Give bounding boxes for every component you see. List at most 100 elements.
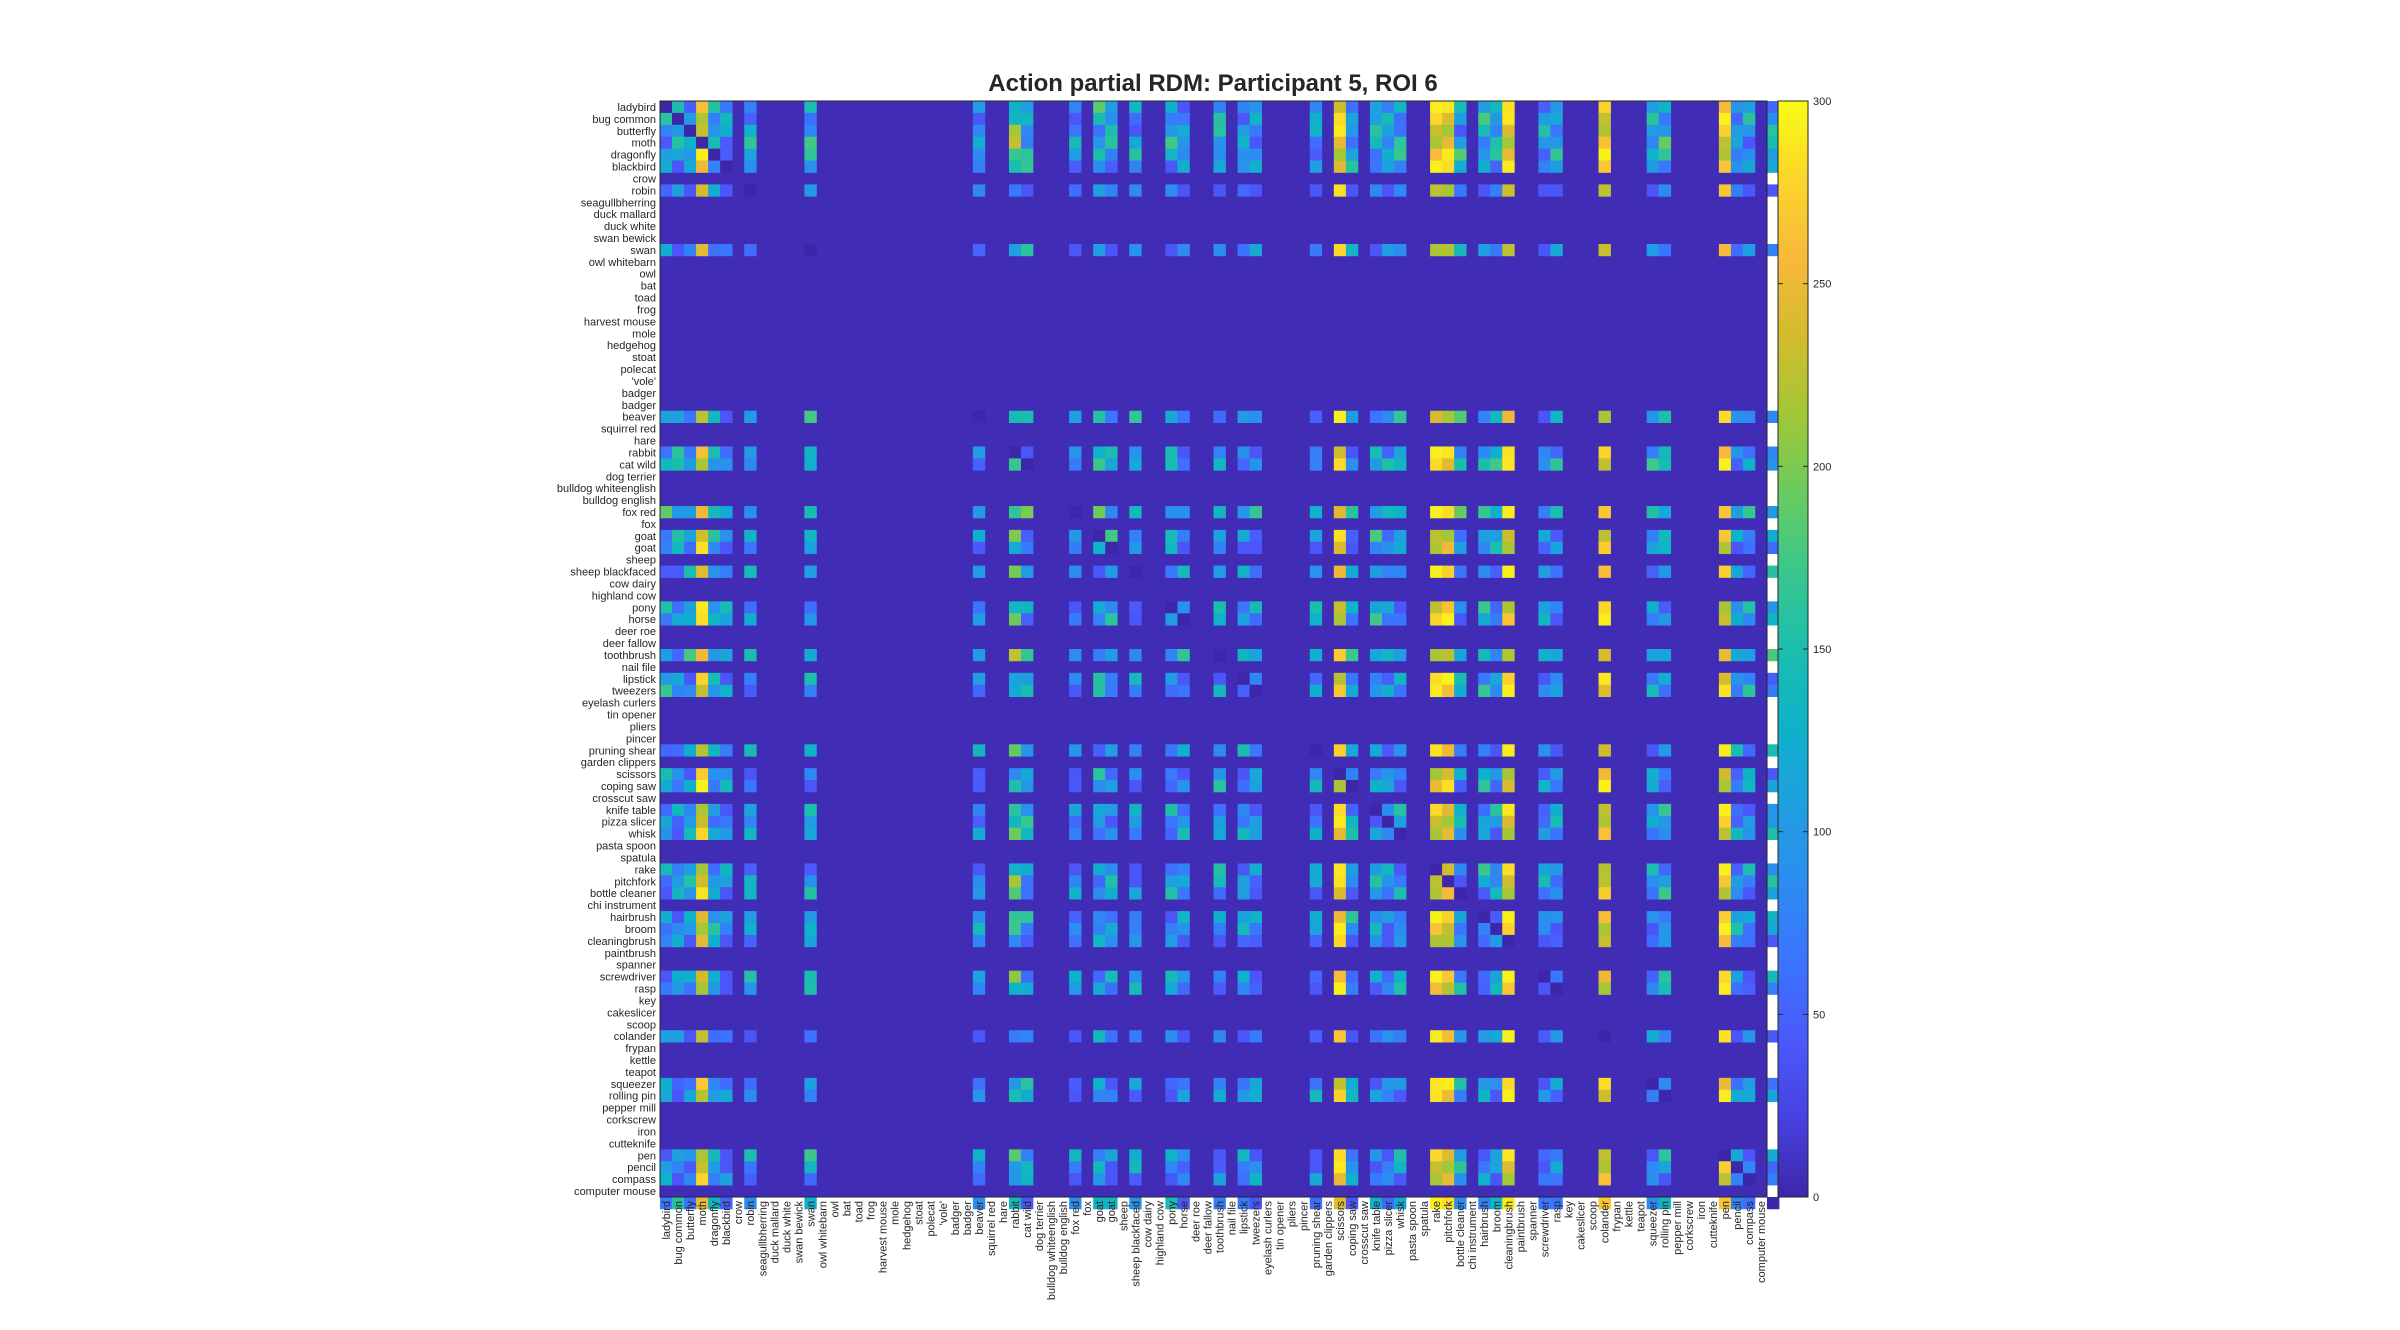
heatmap-cell (1742, 1173, 1756, 1186)
heatmap-cell (1718, 446, 1732, 459)
heatmap-cell (1454, 863, 1467, 876)
heatmap-cell (1369, 970, 1383, 983)
heatmap-cell (804, 934, 817, 948)
column-label: crow (733, 1201, 745, 1224)
heatmap-cell (1393, 124, 1407, 138)
column-label: knife table (1371, 1201, 1383, 1251)
heatmap-cell (972, 887, 986, 900)
heatmap-cell (1742, 934, 1756, 948)
heatmap-cell (672, 672, 685, 686)
heatmap-cell (1165, 911, 1178, 924)
heatmap-cell (1538, 1173, 1551, 1186)
heatmap-cell (1502, 565, 1515, 578)
heatmap-cell (1129, 160, 1142, 173)
heatmap-cell (1718, 1030, 1732, 1043)
heatmap-cell (1538, 565, 1551, 578)
heatmap-cell (1478, 458, 1491, 471)
heatmap-cell (672, 923, 685, 936)
heatmap-cell (1309, 184, 1323, 197)
heatmap-cell (1237, 768, 1250, 781)
heatmap-cell (1105, 863, 1118, 876)
heatmap-cell (1454, 565, 1467, 578)
heatmap-cell (1478, 1161, 1491, 1174)
heatmap-cell (1550, 815, 1563, 829)
heatmap-cell (1478, 410, 1491, 423)
heatmap-cell (1165, 684, 1178, 697)
heatmap-cell (1177, 923, 1190, 936)
heatmap-cell (1550, 672, 1563, 686)
heatmap-cell (720, 446, 733, 459)
heatmap-cell (1333, 827, 1347, 840)
heatmap-cell (1454, 803, 1467, 817)
heatmap-cell (972, 410, 986, 423)
heatmap-cell (1333, 863, 1347, 876)
heatmap-cell (1598, 136, 1611, 149)
heatmap-cell (1742, 112, 1756, 126)
column-label: moth (697, 1201, 709, 1225)
heatmap-cell (972, 744, 986, 757)
row-label: seagullbherring (581, 197, 656, 209)
heatmap-cell (1502, 124, 1515, 138)
heatmap-cell (1249, 1161, 1262, 1174)
heatmap-cell (1598, 672, 1611, 686)
heatmap-cell (1165, 458, 1178, 471)
heatmap-cell (1430, 529, 1443, 543)
heatmap-cell (684, 911, 697, 924)
heatmap-cell (1008, 1197, 1022, 1210)
heatmap-cell (1393, 780, 1407, 793)
heatmap-cell (1093, 565, 1106, 578)
row-label: chi instrument (588, 900, 656, 912)
heatmap-cell (1345, 1077, 1359, 1091)
heatmap-cell (1598, 803, 1611, 817)
heatmap-cell (1381, 541, 1395, 555)
heatmap-cell (1177, 565, 1190, 578)
heatmap-cell (1490, 982, 1503, 995)
column-label: coping saw (1347, 1201, 1359, 1256)
heatmap-cell (1069, 1089, 1082, 1103)
heatmap-cell (720, 815, 733, 829)
column-label: squirrel red (986, 1201, 998, 1256)
heatmap-cell (1213, 601, 1226, 614)
heatmap-cell (720, 970, 733, 983)
heatmap-cell (1008, 446, 1022, 459)
heatmap-cell (1165, 887, 1178, 900)
heatmap-cell (1658, 1149, 1672, 1162)
heatmap-cell (1381, 970, 1395, 983)
heatmap-cell (1020, 803, 1034, 817)
row-label: owl whitebarn (589, 257, 656, 269)
heatmap-cell (1213, 827, 1226, 840)
heatmap-cell (1129, 124, 1142, 138)
heatmap-cell (1598, 529, 1611, 543)
heatmap-cell (1767, 101, 1780, 114)
row-label: hairbrush (610, 912, 656, 924)
heatmap-cell (1237, 184, 1250, 197)
heatmap-cell (1381, 863, 1395, 876)
heatmap-cell (1369, 148, 1383, 161)
heatmap-cell (1646, 101, 1660, 114)
heatmap-cell (1249, 827, 1262, 840)
column-label: compass (1744, 1201, 1756, 1246)
column-label: 'vole' (938, 1201, 950, 1225)
heatmap-cell (1237, 1030, 1250, 1043)
heatmap-cell (1550, 613, 1563, 626)
heatmap-cell (1730, 744, 1744, 757)
heatmap-cell (1393, 529, 1407, 543)
heatmap-cell (1069, 136, 1082, 149)
heatmap-cell (672, 148, 685, 161)
heatmap-cell (1069, 101, 1082, 114)
heatmap-cell (1550, 780, 1563, 793)
heatmap-cell (1020, 923, 1034, 936)
heatmap-cell (1237, 863, 1250, 876)
heatmap-cell (1069, 970, 1082, 983)
heatmap-cell (1490, 923, 1503, 936)
heatmap-cell (1093, 1161, 1106, 1174)
row-label: pencil (627, 1162, 656, 1174)
heatmap-cell (1718, 506, 1732, 519)
heatmap-cell (1393, 672, 1407, 686)
column-label: toothbrush (1215, 1201, 1227, 1253)
heatmap-cell (1129, 601, 1142, 614)
heatmap-cell (1093, 613, 1106, 626)
heatmap-cell (1369, 136, 1383, 149)
heatmap-cell (1237, 1149, 1250, 1162)
heatmap-cell (744, 672, 757, 686)
